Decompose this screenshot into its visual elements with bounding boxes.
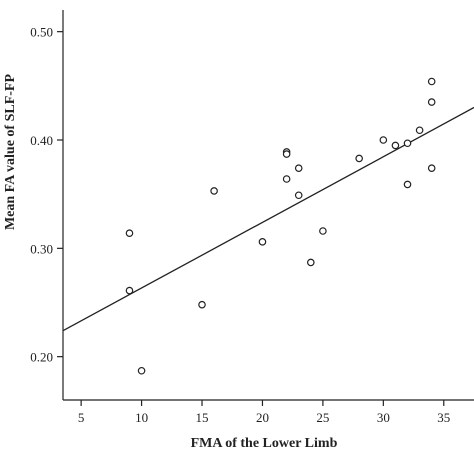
data-point [137,366,146,375]
x-axis-title: FMA of the Lower Limb [191,436,338,451]
regression-line [62,106,474,332]
x-tick-label: 15 [196,410,209,425]
y-tick-label: 0.20 [30,350,53,365]
data-point [282,150,291,158]
x-tick-label: 35 [437,410,450,425]
data-point [415,126,424,135]
y-axis-title: Mean FA value of SLF-FP [3,74,18,231]
data-point [427,77,436,86]
data-point [355,154,363,163]
data-points [125,77,436,375]
data-point [125,286,134,295]
data-point [319,227,327,235]
axes: 5 10 15 20 25 30 35 0.20 0.30 0.40 0.50 [30,10,474,425]
x-tick-label: 10 [135,410,148,425]
data-point [391,141,400,150]
data-point [379,136,388,144]
x-tick-label: 30 [377,410,390,425]
x-tick-label: 25 [316,410,329,425]
y-tick-label: 0.50 [30,25,53,40]
data-point [125,229,134,237]
data-point [294,164,303,172]
y-tick-label: 0.30 [30,241,53,256]
data-point [210,187,218,195]
data-point [403,180,412,189]
x-tick-label: 20 [256,410,269,425]
data-point [307,258,315,267]
data-point [294,191,303,200]
data-point [258,238,267,246]
data-point [427,164,436,172]
data-point [403,139,412,148]
data-point [282,175,291,183]
data-point [427,98,436,106]
y-tick-label: 0.40 [30,133,53,148]
data-point [198,300,206,309]
x-tick-label: 5 [78,410,85,425]
